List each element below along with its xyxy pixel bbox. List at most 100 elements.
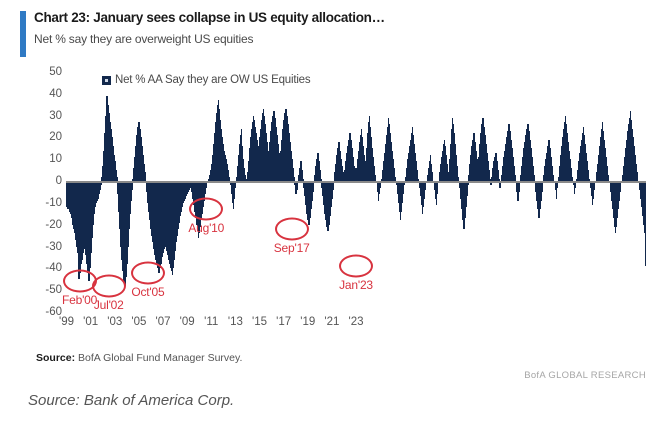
bar: [156, 181, 158, 264]
bar: [350, 139, 352, 182]
bar: [94, 181, 96, 208]
bar: [528, 130, 530, 182]
bar: [546, 152, 548, 182]
bar: [576, 170, 579, 182]
bar: [139, 128, 141, 182]
bar: [447, 172, 450, 182]
bar: [90, 181, 92, 254]
bar: [523, 148, 525, 182]
bar: [507, 130, 509, 182]
bar: [638, 181, 641, 190]
bar: [532, 165, 534, 182]
bar: [261, 120, 263, 182]
bar: [465, 181, 467, 208]
bar: [485, 144, 487, 182]
page-title: Chart 23: January sees collapse in US eq…: [34, 10, 385, 25]
legend-swatch-icon: [102, 75, 111, 85]
bar: [592, 181, 595, 199]
bar: [95, 181, 97, 203]
bar: [275, 126, 277, 182]
bar: [331, 181, 333, 199]
bar: [538, 181, 540, 219]
bar: [78, 181, 80, 280]
bar: [157, 181, 159, 269]
bar: [412, 135, 415, 182]
bar: [389, 133, 392, 182]
bar: [338, 141, 340, 182]
bar: [382, 161, 385, 182]
source-text: BofA Global Fund Manager Survey.: [78, 352, 243, 364]
bar: [227, 170, 230, 182]
bar: [575, 178, 578, 182]
bar: [525, 135, 527, 182]
bar: [287, 124, 289, 182]
bar: [214, 122, 217, 182]
annotation-ellipse-icon: [274, 217, 309, 241]
bar: [451, 117, 454, 182]
bar: [306, 181, 308, 214]
bar: [631, 128, 634, 182]
bar: [212, 144, 215, 182]
y-axis-tick: 0: [55, 175, 62, 188]
bar: [536, 181, 538, 201]
bar: [293, 176, 295, 182]
bar: [315, 165, 317, 182]
y-axis-tick: 10: [49, 153, 62, 166]
bar: [294, 181, 296, 186]
bar: [444, 146, 447, 182]
bar: [562, 128, 565, 182]
bar: [299, 168, 301, 182]
bar: [112, 146, 114, 182]
bar: [292, 168, 294, 182]
bar: [604, 148, 607, 182]
bar: [561, 137, 564, 182]
bar: [266, 133, 268, 182]
bar: [136, 135, 138, 182]
bar: [66, 181, 68, 208]
bar: [246, 172, 249, 182]
bar: [189, 181, 192, 188]
bar: [288, 133, 290, 182]
bar: [351, 148, 353, 182]
bar: [160, 181, 162, 264]
x-axis-tick: '17: [276, 316, 292, 328]
bar: [340, 159, 342, 182]
bar: [105, 115, 107, 182]
bar: [367, 122, 369, 182]
bar: [636, 172, 639, 182]
bar: [100, 181, 102, 186]
bar: [634, 154, 637, 182]
bar: [585, 152, 588, 182]
branding-text: BofA GLOBAL RESEARCH: [524, 370, 646, 381]
bar: [628, 117, 631, 182]
bar: [365, 148, 367, 182]
x-axis: '99 '01 '03 '05 '07 '09 '11 '13 '15 '17 '19 '21 '23: [59, 316, 646, 336]
bar: [516, 181, 518, 192]
chart-subtitle: Net % say they are overweight US equitie…: [34, 32, 254, 46]
bar: [641, 181, 644, 216]
bar: [501, 174, 503, 182]
annotation-label: Feb'00: [62, 293, 98, 308]
bar: [462, 181, 464, 221]
bar: [464, 181, 466, 219]
bar: [207, 178, 210, 182]
bar: [151, 181, 153, 236]
bar: [202, 181, 205, 208]
bar: [383, 152, 386, 182]
bar: [279, 159, 281, 182]
bar: [302, 178, 304, 182]
bar: [414, 152, 417, 182]
bar: [238, 144, 241, 182]
bar: [356, 159, 358, 182]
bar: [68, 181, 70, 210]
bar: [235, 176, 238, 182]
bar: [242, 159, 245, 182]
bar: [146, 181, 148, 192]
bar: [424, 181, 427, 190]
chart-legend: Net % AA Say they are OW US Equities: [102, 74, 311, 86]
bar: [176, 181, 179, 236]
bar: [385, 135, 388, 182]
bar: [344, 170, 346, 182]
bar: [531, 157, 533, 182]
bar: [237, 154, 240, 182]
